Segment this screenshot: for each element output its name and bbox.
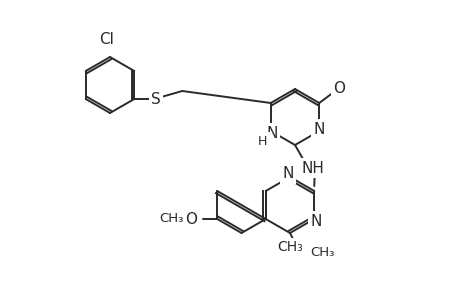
Text: S: S — [151, 92, 161, 106]
Text: N: N — [282, 167, 293, 182]
Text: CH₃: CH₃ — [158, 212, 183, 226]
Text: N: N — [313, 122, 324, 136]
Text: N: N — [265, 125, 277, 140]
Text: O: O — [332, 80, 345, 95]
Text: NH: NH — [301, 160, 324, 175]
Text: O: O — [185, 212, 197, 226]
Text: CH₃: CH₃ — [309, 247, 334, 260]
Text: N: N — [310, 214, 321, 229]
Text: CH₃: CH₃ — [276, 240, 302, 254]
Text: H: H — [257, 134, 267, 148]
Text: Cl: Cl — [99, 32, 114, 47]
